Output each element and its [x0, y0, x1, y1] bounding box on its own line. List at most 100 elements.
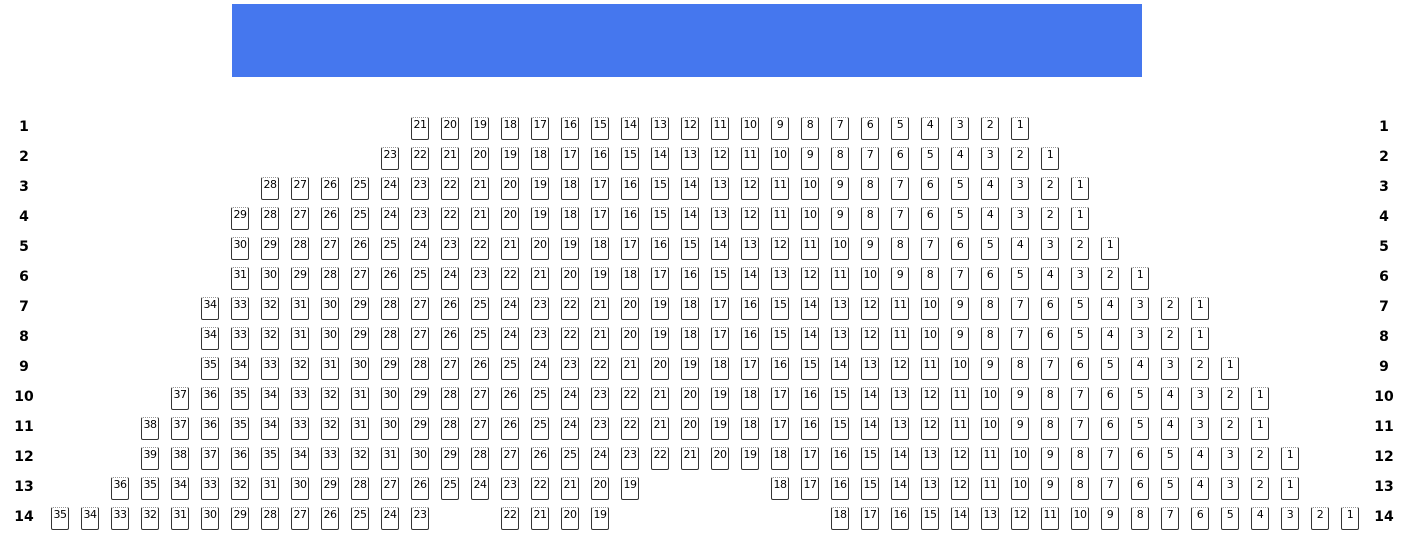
seat[interactable]: 1	[1251, 417, 1269, 440]
seat[interactable]: 8	[1041, 387, 1059, 410]
seat[interactable]: 10	[801, 177, 819, 200]
seat[interactable]: 3	[1071, 267, 1089, 290]
seat[interactable]: 7	[1071, 417, 1089, 440]
seat[interactable]: 9	[831, 207, 849, 230]
seat[interactable]: 8	[1071, 477, 1089, 500]
seat[interactable]: 3	[1221, 477, 1239, 500]
seat[interactable]: 6	[921, 207, 939, 230]
seat[interactable]: 8	[921, 267, 939, 290]
seat[interactable]: 18	[501, 117, 519, 140]
seat[interactable]: 36	[201, 417, 219, 440]
seat[interactable]: 23	[471, 267, 489, 290]
seat[interactable]: 23	[411, 177, 429, 200]
seat[interactable]: 10	[981, 387, 999, 410]
seat[interactable]: 28	[261, 177, 279, 200]
seat[interactable]: 2	[1161, 297, 1179, 320]
seat[interactable]: 19	[651, 327, 669, 350]
seat[interactable]: 23	[621, 447, 639, 470]
seat[interactable]: 17	[801, 447, 819, 470]
seat[interactable]: 27	[411, 297, 429, 320]
seat[interactable]: 4	[1101, 297, 1119, 320]
seat[interactable]: 17	[801, 477, 819, 500]
seat[interactable]: 19	[501, 147, 519, 170]
seat[interactable]: 23	[591, 387, 609, 410]
seat[interactable]: 21	[471, 177, 489, 200]
seat[interactable]: 17	[771, 417, 789, 440]
seat[interactable]: 3	[1131, 327, 1149, 350]
seat[interactable]: 2	[1311, 507, 1329, 530]
seat[interactable]: 6	[1041, 327, 1059, 350]
seat[interactable]: 8	[861, 207, 879, 230]
seat[interactable]: 6	[891, 147, 909, 170]
seat[interactable]: 12	[741, 177, 759, 200]
seat[interactable]: 14	[681, 177, 699, 200]
seat[interactable]: 13	[711, 207, 729, 230]
seat[interactable]: 28	[351, 477, 369, 500]
seat[interactable]: 18	[711, 357, 729, 380]
seat[interactable]: 17	[711, 297, 729, 320]
seat[interactable]: 18	[771, 447, 789, 470]
seat[interactable]: 17	[591, 177, 609, 200]
seat[interactable]: 27	[381, 477, 399, 500]
seat[interactable]: 20	[531, 237, 549, 260]
seat[interactable]: 10	[861, 267, 879, 290]
seat[interactable]: 11	[831, 267, 849, 290]
seat[interactable]: 33	[201, 477, 219, 500]
seat[interactable]: 25	[351, 207, 369, 230]
seat[interactable]: 23	[501, 477, 519, 500]
seat[interactable]: 34	[201, 327, 219, 350]
seat[interactable]: 11	[711, 117, 729, 140]
seat[interactable]: 16	[801, 417, 819, 440]
seat[interactable]: 5	[1161, 477, 1179, 500]
seat[interactable]: 18	[531, 147, 549, 170]
seat[interactable]: 26	[321, 177, 339, 200]
seat[interactable]: 25	[561, 447, 579, 470]
seat[interactable]: 8	[831, 147, 849, 170]
seat[interactable]: 8	[861, 177, 879, 200]
seat[interactable]: 4	[981, 207, 999, 230]
seat[interactable]: 15	[831, 417, 849, 440]
seat[interactable]: 11	[921, 357, 939, 380]
seat[interactable]: 23	[411, 507, 429, 530]
seat[interactable]: 3	[1161, 357, 1179, 380]
seat[interactable]: 28	[321, 267, 339, 290]
seat[interactable]: 33	[321, 447, 339, 470]
seat[interactable]: 5	[891, 117, 909, 140]
seat[interactable]: 21	[531, 507, 549, 530]
seat[interactable]: 1	[1101, 237, 1119, 260]
seat[interactable]: 6	[1101, 387, 1119, 410]
seat[interactable]: 19	[711, 387, 729, 410]
seat[interactable]: 3	[1131, 297, 1149, 320]
seat[interactable]: 1	[1221, 357, 1239, 380]
seat[interactable]: 8	[1131, 507, 1149, 530]
seat[interactable]: 26	[321, 507, 339, 530]
seat[interactable]: 1	[1281, 447, 1299, 470]
seat[interactable]: 6	[861, 117, 879, 140]
seat[interactable]: 7	[831, 117, 849, 140]
seat[interactable]: 1	[1191, 297, 1209, 320]
seat[interactable]: 4	[1191, 447, 1209, 470]
seat[interactable]: 7	[1011, 297, 1029, 320]
seat[interactable]: 24	[381, 507, 399, 530]
seat[interactable]: 12	[801, 267, 819, 290]
seat[interactable]: 26	[411, 477, 429, 500]
seat[interactable]: 19	[681, 357, 699, 380]
seat[interactable]: 14	[651, 147, 669, 170]
seat[interactable]: 18	[771, 477, 789, 500]
seat[interactable]: 14	[861, 417, 879, 440]
seat[interactable]: 16	[621, 177, 639, 200]
seat[interactable]: 26	[531, 447, 549, 470]
seat[interactable]: 24	[411, 237, 429, 260]
seat[interactable]: 31	[321, 357, 339, 380]
seat[interactable]: 15	[651, 177, 669, 200]
seat[interactable]: 24	[501, 297, 519, 320]
seat[interactable]: 1	[1191, 327, 1209, 350]
seat[interactable]: 22	[501, 507, 519, 530]
seat[interactable]: 10	[921, 297, 939, 320]
seat[interactable]: 10	[921, 327, 939, 350]
seat[interactable]: 2	[1221, 387, 1239, 410]
seat[interactable]: 28	[291, 237, 309, 260]
seat[interactable]: 11	[741, 147, 759, 170]
seat[interactable]: 3	[1011, 207, 1029, 230]
seat[interactable]: 29	[261, 237, 279, 260]
